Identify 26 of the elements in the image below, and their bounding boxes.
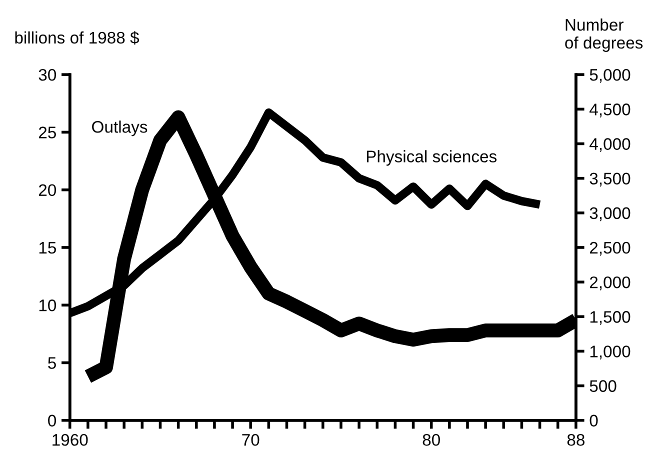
y-tick-label: 10 xyxy=(39,300,56,312)
series-label: Physical sciences xyxy=(366,150,497,166)
y-tick-label: 25 xyxy=(38,126,56,138)
y2-tick-label: 1,000 xyxy=(590,346,630,360)
series-label: Outlays xyxy=(92,120,148,136)
y-axis-title: billions of 1988 $ xyxy=(15,31,140,45)
y2-tick-label: 3,500 xyxy=(590,172,630,186)
x-tick-label: 80 xyxy=(422,434,440,446)
y-tick-label: 15 xyxy=(39,242,56,254)
y2-tick-label: 2,500 xyxy=(590,242,630,256)
x-tick-label: 88 xyxy=(567,434,584,446)
y2-tick-label: 4,500 xyxy=(590,104,630,118)
y2-axis-title: Number of degrees xyxy=(565,18,643,52)
y2-tick-label: 500 xyxy=(590,380,616,392)
y-tick-label: 30 xyxy=(38,68,56,81)
y-tick-label: 5 xyxy=(48,357,56,369)
x-tick-label: 1960 xyxy=(52,434,88,446)
y2-tick-label: 0 xyxy=(590,414,598,427)
y2-tick-label: 2,000 xyxy=(590,276,630,290)
x-tick-label: 70 xyxy=(242,434,260,446)
y2-tick-label: 1,500 xyxy=(590,311,630,325)
y-tick-label: 20 xyxy=(38,184,56,196)
y2-tick-label: 3,000 xyxy=(590,207,630,222)
y2-tick-label: 4,000 xyxy=(590,138,630,152)
y-tick-label: 0 xyxy=(48,414,56,427)
y2-tick-label: 5,000 xyxy=(590,68,630,83)
